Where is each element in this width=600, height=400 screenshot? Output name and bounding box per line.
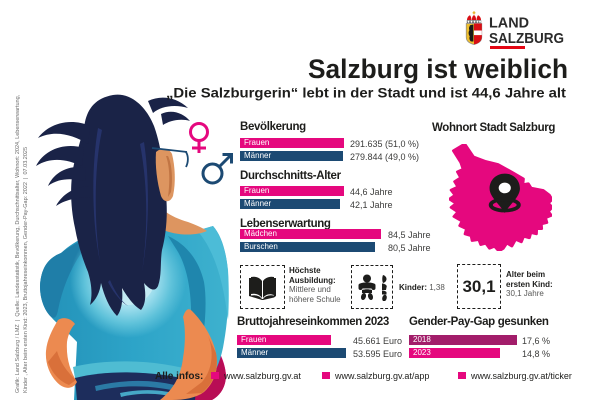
svg-text:SALZBURG: SALZBURG — [489, 30, 564, 47]
svg-text:LAND: LAND — [489, 15, 529, 32]
svg-text:„Die Salzburgerin“ lebt in der: „Die Salzburgerin“ lebt in der Stadt und… — [166, 85, 566, 101]
svg-text:Salzburg ist weiblich: Salzburg ist weiblich — [308, 54, 568, 84]
